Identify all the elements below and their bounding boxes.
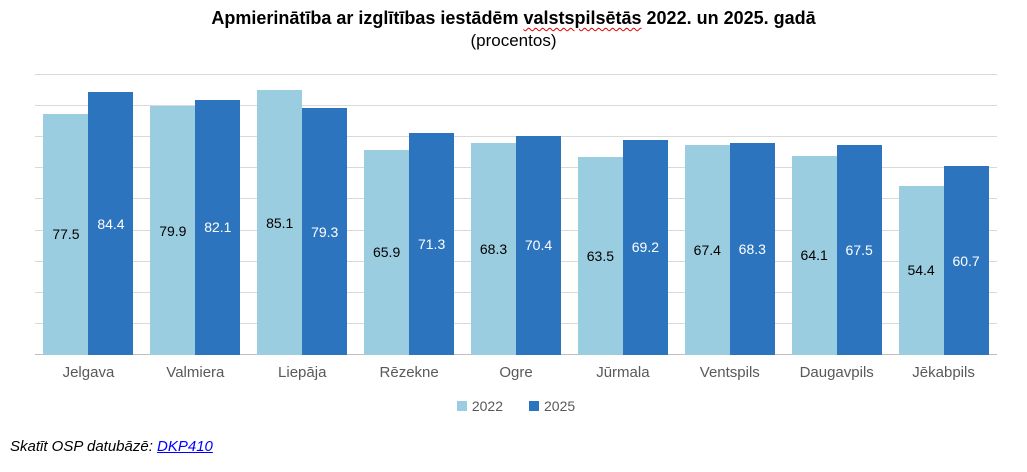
bar-2022-4: 68.3 (471, 142, 516, 355)
bar-2025-2: 79.3 (302, 108, 348, 355)
category-label-3: Rēzekne (379, 364, 439, 381)
bar-group-5: 63.5 69.2 Jūrmala (569, 75, 676, 381)
footer-dkp410-link[interactable]: DKP410 (157, 438, 213, 455)
bar-group-3: 65.9 71.3 Rēzekne (356, 75, 463, 381)
bar-2025-6: 68.3 (729, 142, 775, 355)
bar-2022-0: 77.5 (43, 113, 89, 355)
value-label-2025-5: 69.2 (631, 239, 660, 256)
value-label-2022-3: 65.9 (372, 244, 401, 261)
category-label-8: Jēkabpils (912, 364, 975, 381)
gridline-90 (35, 74, 997, 75)
value-label-2022-1: 79.9 (159, 222, 187, 239)
bar-2025-1: 82.1 (195, 99, 241, 355)
bar-group-1: 79.9 82.1 Valmiera (142, 75, 249, 381)
footer-note-text: Skatīt OSP datubāzē: (10, 438, 158, 455)
bar-2025-5: 69.2 (622, 139, 668, 355)
bar-2022-5: 63.5 (577, 157, 623, 355)
bar-group-2: 85.1 79.3 Liepāja (249, 75, 356, 381)
chart-title: Apmierinātība ar izglītības iestādēm val… (0, 8, 1027, 29)
bar-group-4: 68.3 70.4 Ogre (463, 75, 570, 381)
bar-2022-3: 65.9 (364, 149, 410, 355)
legend-item-2025: 2025 (529, 398, 575, 414)
category-label-2: Liepāja (278, 364, 327, 381)
value-label-2025-1: 82.1 (204, 219, 232, 236)
chart-title-misspelled-word: valstspilsētās (523, 8, 642, 28)
legend-label-2022: 2022 (471, 398, 503, 414)
legend-label-2025: 2025 (544, 398, 576, 414)
category-label-4: Ogre (499, 364, 533, 381)
value-label-2025-0: 84.4 (97, 215, 125, 232)
value-label-2022-4: 68.3 (479, 240, 508, 257)
legend-swatch-2022 (456, 401, 467, 411)
bar-2022-1: 79.9 (150, 106, 196, 355)
legend-swatch-2025 (529, 401, 539, 411)
value-label-2022-2: 85.1 (266, 214, 294, 231)
value-label-2025-6: 68.3 (738, 240, 766, 257)
bar-2025-4: 70.4 (516, 135, 561, 355)
category-label-7: Daugavpils (799, 364, 874, 381)
bar-groups: 77.5 84.4 Jelgava 79.9 82.1 Valmiera 85.1 79.3 L… (35, 75, 997, 381)
legend: 2022 2025 (35, 398, 997, 414)
bar-2022-8: 54.4 (898, 185, 944, 355)
bar-2025-7: 67.5 (836, 145, 882, 355)
bar-2025-8: 60.7 (943, 166, 989, 355)
category-label-1: Valmiera (166, 364, 225, 381)
value-label-2022-7: 64.1 (800, 247, 828, 264)
category-label-5: Jūrmala (596, 364, 650, 381)
chart-subtitle: (procentos) (470, 31, 557, 50)
bar-group-7: 64.1 67.5 Daugavpils (783, 75, 890, 381)
legend-item-2022: 2022 (456, 398, 503, 414)
value-label-2025-4: 70.4 (524, 237, 553, 254)
chart-title-text-after: 2022. un 2025. gadā (641, 8, 816, 28)
plot-area: 77.5 84.4 Jelgava 79.9 82.1 Valmiera 85.1 79.3 L… (35, 74, 997, 381)
value-label-2025-8: 60.7 (952, 252, 980, 269)
bar-group-8: 54.4 60.7 Jēkabpils (890, 75, 997, 381)
value-label-2025-3: 71.3 (417, 236, 446, 253)
category-label-0: Jelgava (62, 364, 115, 381)
value-label-2022-8: 54.4 (907, 262, 935, 279)
bar-group-6: 67.4 68.3 Ventspils (676, 75, 783, 381)
value-label-2025-2: 79.3 (311, 223, 339, 240)
category-label-6: Ventspils (699, 364, 760, 381)
gridline-80 (35, 105, 997, 107)
chart-title-text-before: Apmierinātība ar izglītības iestādēm (211, 8, 524, 28)
bar-2025-0: 84.4 (88, 92, 134, 355)
bar-2022-6: 67.4 (684, 145, 730, 355)
bar-2022-2: 85.1 (257, 90, 303, 355)
value-label-2025-7: 67.5 (845, 242, 873, 258)
bar-2025-3: 71.3 (409, 133, 455, 355)
value-label-2022-5: 63.5 (586, 248, 615, 265)
footer-note: Skatīt OSP datubāzē: DKP410 (10, 438, 213, 455)
value-label-2022-0: 77.5 (52, 226, 80, 243)
bar-2022-7: 64.1 (791, 155, 837, 355)
bar-group-0: 77.5 84.4 Jelgava (35, 75, 142, 381)
value-label-2022-6: 67.4 (693, 242, 721, 259)
